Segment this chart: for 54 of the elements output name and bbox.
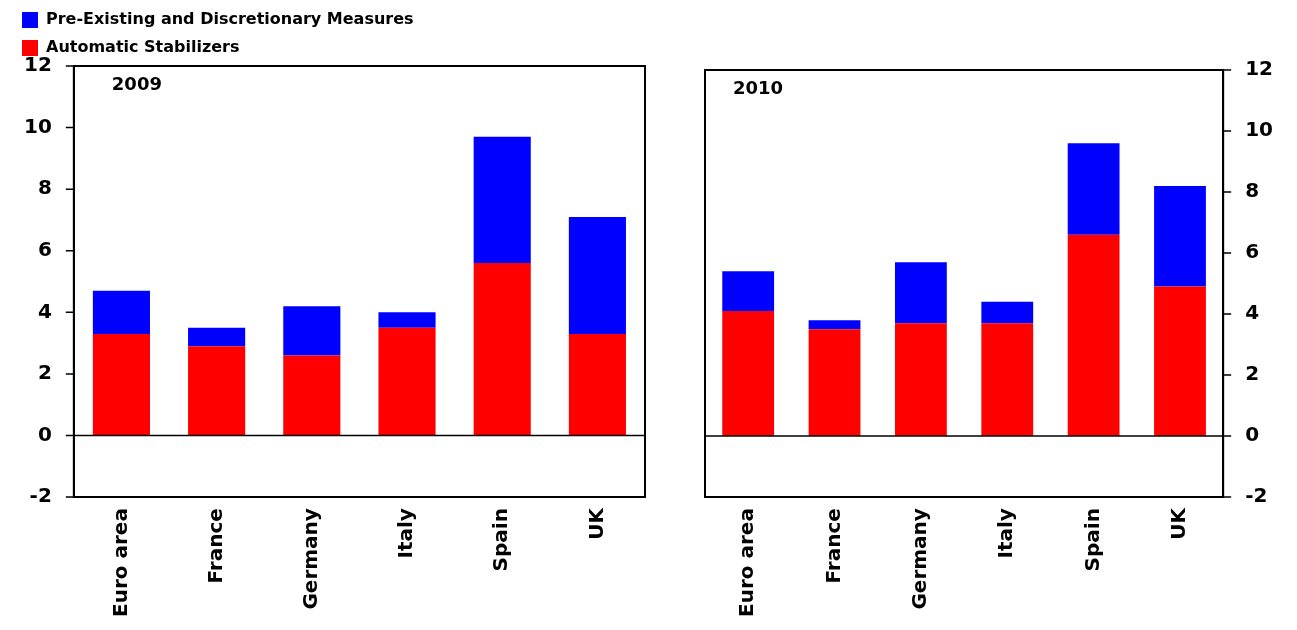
y-tick-label: 0 xyxy=(1245,422,1260,447)
y-tick-label: -2 xyxy=(1245,483,1268,508)
bar xyxy=(473,136,531,264)
y-tick-label: 12 xyxy=(1245,56,1274,81)
bar xyxy=(378,327,436,436)
x-tick-label: UK xyxy=(1166,506,1191,540)
bar xyxy=(473,263,531,436)
bar xyxy=(808,320,861,330)
bar xyxy=(1067,143,1120,235)
y-tick-label: 8 xyxy=(1245,178,1260,203)
bar xyxy=(722,311,775,437)
y-tick-label: 6 xyxy=(1245,239,1260,264)
x-tick-label: Euro area xyxy=(734,508,759,617)
x-tick-label: Spain xyxy=(488,508,513,572)
legend-label: Pre-Existing and Discretionary Measures xyxy=(46,9,414,29)
x-tick-label: Germany xyxy=(907,508,932,610)
y-tick-label: 10 xyxy=(23,113,52,138)
y-tick-label: 10 xyxy=(1245,117,1274,142)
y-tick-label: -2 xyxy=(29,483,52,508)
x-tick-label: Italy xyxy=(993,508,1018,559)
bar xyxy=(188,346,246,436)
y-tick-label: 8 xyxy=(37,175,52,200)
bar xyxy=(188,327,246,347)
x-tick-label: UK xyxy=(583,506,608,540)
x-tick-label: France xyxy=(202,508,227,584)
bar xyxy=(722,271,775,312)
y-tick-label: 0 xyxy=(37,421,52,446)
bar xyxy=(1154,286,1206,437)
bar xyxy=(568,216,626,334)
x-tick-label: Spain xyxy=(1079,508,1104,572)
bar xyxy=(378,312,436,328)
chart-title: 2010 xyxy=(733,76,784,98)
y-tick-label: 2 xyxy=(37,360,52,385)
bar xyxy=(92,290,150,334)
bar xyxy=(283,355,341,436)
y-tick-label: 6 xyxy=(37,236,52,261)
y-tick-label: 4 xyxy=(1245,300,1260,325)
chart-title: 2009 xyxy=(111,72,162,94)
bar xyxy=(981,323,1034,437)
bar xyxy=(895,323,947,437)
y-tick-label: 4 xyxy=(37,298,52,323)
bar xyxy=(808,329,861,437)
x-tick-label: Euro area xyxy=(107,508,132,617)
bar xyxy=(1067,234,1120,437)
y-tick-label: 2 xyxy=(1245,361,1260,386)
bar xyxy=(981,301,1034,324)
bar xyxy=(92,333,150,436)
bar xyxy=(568,333,626,436)
x-tick-label: Germany xyxy=(298,508,323,610)
bar xyxy=(283,306,341,356)
bar xyxy=(1154,185,1206,287)
bar xyxy=(895,262,947,324)
x-tick-label: France xyxy=(820,508,845,584)
x-tick-label: Italy xyxy=(393,508,418,559)
